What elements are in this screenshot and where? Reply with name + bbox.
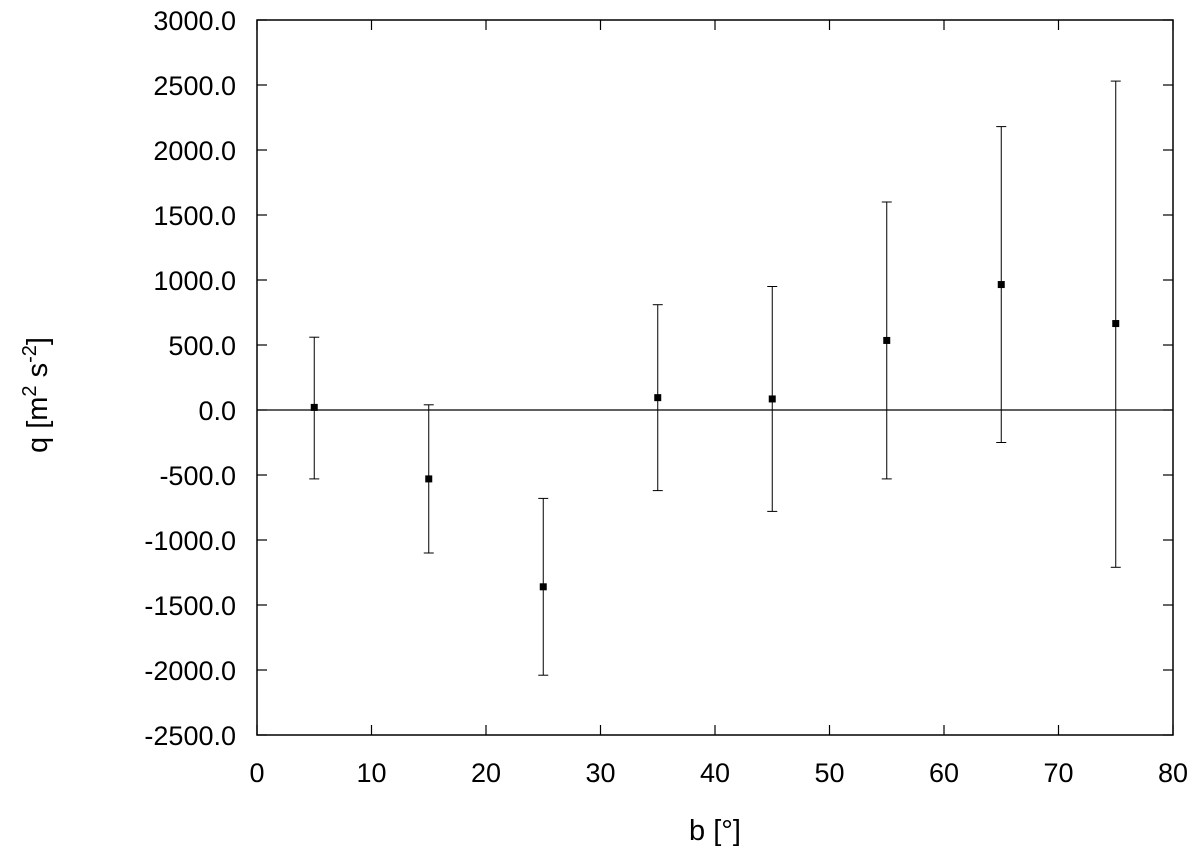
x-tick-label-10: 10 (356, 758, 386, 788)
y-axis-tick-labels: -2500.0 -2000.0 -1500.0 -1000.0 -500.0 0.0 500… (144, 6, 236, 751)
y-tick-label--2500: -2500.0 (144, 721, 236, 751)
x-axis-tick-labels: 0 10 20 30 40 50 60 70 80 (249, 758, 1188, 788)
data-points (310, 281, 1120, 591)
data-point-6 (883, 336, 891, 344)
y-tick-label--1500: -1500.0 (144, 591, 236, 621)
data-point-4 (654, 394, 662, 402)
y-tick-label-1500: 1500.0 (153, 201, 236, 231)
y-tick-label--500: -500.0 (159, 461, 236, 491)
y-axis-title-end: ] (22, 337, 54, 345)
x-tick-label-70: 70 (1043, 758, 1073, 788)
x-axis-ticks (256, 20, 1174, 735)
y-tick-label-2500: 2500.0 (153, 71, 236, 101)
y-tick-label-2000: 2000.0 (153, 136, 236, 166)
x-tick-label-30: 30 (585, 758, 615, 788)
y-tick-label-3000: 3000.0 (153, 6, 236, 36)
x-tick-label-50: 50 (814, 758, 844, 788)
y-axis-title-exponent-1: 2 (19, 385, 41, 396)
data-point-1 (310, 403, 318, 411)
data-point-3 (539, 583, 547, 591)
data-point-5 (768, 395, 776, 403)
x-tick-label-40: 40 (700, 758, 730, 788)
x-tick-label-20: 20 (471, 758, 501, 788)
y-tick-label-1000: 1000.0 (153, 266, 236, 296)
y-axis-title-exponent-2: -2 (19, 345, 41, 363)
y-axis-title-main: q [m (22, 397, 54, 453)
x-axis-title: b [°] (689, 815, 741, 847)
data-point-2 (425, 475, 433, 483)
y-tick-label--1000: -1000.0 (144, 526, 236, 556)
y-axis-title: q [m2 s-2] (19, 337, 54, 453)
y-tick-label-500: 500.0 (168, 331, 236, 361)
y-tick-label--2000: -2000.0 (144, 656, 236, 686)
x-tick-label-80: 80 (1158, 758, 1188, 788)
x-tick-label-0: 0 (249, 758, 264, 788)
plot-area (256, 19, 1174, 736)
y-axis-ticks (257, 19, 1173, 736)
x-tick-label-60: 60 (929, 758, 959, 788)
y-axis-title-middle: s (22, 363, 54, 386)
data-point-8 (1112, 320, 1120, 328)
data-point-7 (997, 281, 1005, 289)
y-tick-label-0: 0.0 (198, 396, 236, 426)
plot-frame (256, 19, 1174, 736)
error-bars (309, 80, 1121, 676)
